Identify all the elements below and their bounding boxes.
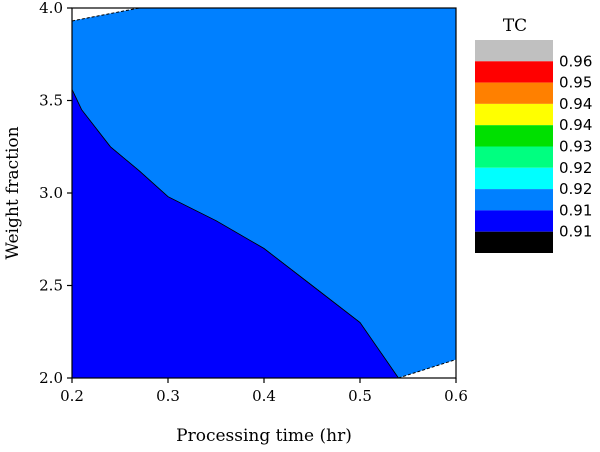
x-tick-label: 0.4 — [252, 387, 276, 405]
legend-swatch — [475, 146, 553, 168]
y-tick-label: 3.0 — [39, 184, 63, 202]
y-tick-label: 2.0 — [39, 369, 63, 387]
x-axis-label: Processing time (hr) — [176, 426, 352, 446]
legend-label: 0.92 — [559, 180, 592, 198]
legend-swatch — [475, 61, 553, 83]
legend-title: TC — [503, 16, 527, 36]
legend-label: 0.94 — [559, 116, 592, 134]
y-axis: 2.0 2.5 3.0 3.5 4.0 — [39, 0, 72, 387]
legend-label: 0.91 — [559, 201, 592, 219]
x-tick-label: 0.6 — [444, 387, 468, 405]
legend-swatch — [475, 167, 553, 190]
legend-label: 0.92 — [559, 159, 592, 177]
legend-swatch — [475, 40, 553, 62]
y-tick-label: 4.0 — [39, 0, 63, 17]
y-tick-label: 3.5 — [39, 92, 63, 110]
x-tick-label: 0.3 — [156, 387, 180, 405]
contour-region-lowest — [72, 89, 399, 378]
legend-label: 0.96 — [559, 52, 592, 70]
legend-label: 0.95 — [559, 74, 592, 92]
legend-swatch — [475, 231, 553, 253]
legend-label: 0.94 — [559, 95, 592, 113]
legend-swatch — [475, 125, 553, 147]
x-tick-label: 0.5 — [348, 387, 372, 405]
legend-swatch — [475, 210, 553, 232]
legend: TC 0.96 0.95 0.94 0.94 0.93 0.92 0.92 0.91 0.91 — [475, 16, 592, 253]
legend-swatch — [475, 189, 553, 211]
plot-area — [72, 8, 456, 378]
legend-label: 0.91 — [559, 223, 592, 241]
x-tick-label: 0.2 — [60, 387, 84, 405]
legend-label: 0.93 — [559, 138, 592, 156]
x-axis: 0.2 0.3 0.4 0.5 0.6 — [60, 378, 468, 405]
legend-swatch — [475, 82, 553, 104]
y-axis-label: Weight fraction — [3, 126, 23, 259]
y-tick-label: 2.5 — [39, 277, 63, 295]
legend-swatch — [475, 103, 553, 126]
domain-edge — [72, 8, 456, 378]
